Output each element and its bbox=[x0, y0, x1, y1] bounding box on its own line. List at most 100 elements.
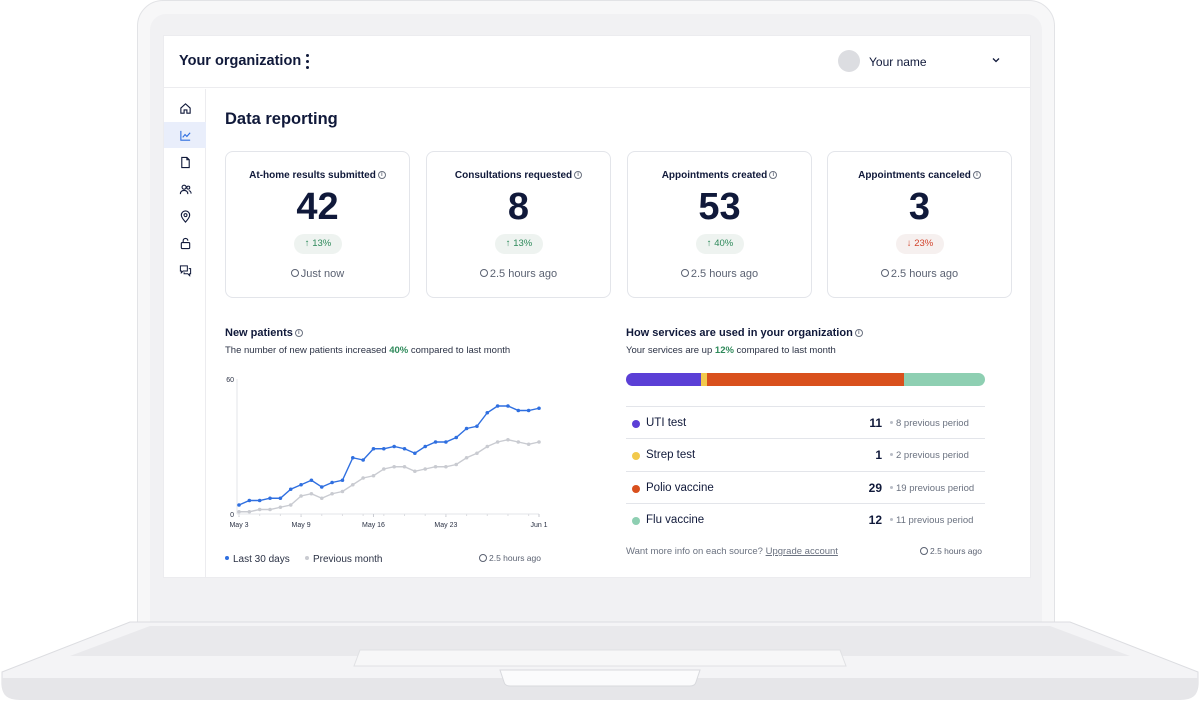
bar-segment-flu-vaccine bbox=[903, 373, 985, 386]
data-point-last-30-days bbox=[526, 408, 531, 413]
stat-time: 2.5 hours ago bbox=[890, 268, 959, 280]
home-icon bbox=[179, 102, 191, 114]
info-icon[interactable]: i bbox=[377, 171, 386, 180]
service-color-dot bbox=[632, 452, 640, 460]
data-point-last-30-days bbox=[247, 498, 252, 503]
separator-dot bbox=[890, 518, 893, 521]
data-point-previous-month bbox=[278, 505, 283, 510]
stat-value: 42 bbox=[296, 186, 339, 228]
user-menu[interactable]: Your name bbox=[838, 50, 1008, 74]
series-line-last-30-days bbox=[238, 405, 540, 506]
data-point-previous-month bbox=[516, 440, 521, 444]
bar-segment-strep-test bbox=[700, 373, 708, 386]
service-row-polio: Polio vaccine 29 19 previous period bbox=[626, 471, 985, 503]
data-point-last-30-days bbox=[299, 482, 303, 487]
sidebar-item-documents[interactable] bbox=[164, 149, 206, 175]
stat-value: 53 bbox=[698, 186, 741, 228]
clock-icon bbox=[920, 546, 928, 555]
data-point-previous-month bbox=[444, 464, 448, 469]
services-updated: 2.5 hours ago bbox=[930, 546, 982, 556]
data-point-previous-month bbox=[319, 496, 324, 501]
stat-card-appointments-canceled: Appointments canceled i 3 ↓ 23% 2.5 hours… bbox=[827, 151, 1012, 298]
data-point-last-30-days bbox=[361, 458, 365, 462]
stat-change-badge: ↓ 23% bbox=[896, 234, 944, 254]
sidebar-item-locations[interactable] bbox=[164, 203, 206, 229]
data-point-previous-month bbox=[402, 464, 407, 469]
x-tick-label: May 9 bbox=[292, 522, 311, 529]
bar-segment-polio-vaccine bbox=[707, 373, 904, 386]
data-point-previous-month bbox=[392, 464, 396, 469]
stat-change: 13% bbox=[513, 238, 533, 249]
data-point-previous-month bbox=[288, 503, 293, 507]
y-tick-label: 60 bbox=[226, 377, 234, 384]
document-icon bbox=[180, 156, 190, 168]
data-point-previous-month bbox=[423, 467, 428, 471]
service-previous: 8 previous period bbox=[896, 418, 969, 429]
upgrade-account-link[interactable]: Upgrade account bbox=[765, 546, 838, 557]
separator-dot bbox=[890, 421, 893, 424]
info-icon[interactable]: i bbox=[854, 329, 863, 338]
sidebar-item-users[interactable] bbox=[164, 176, 206, 202]
app-screen: Your organization Your name bbox=[163, 35, 1031, 578]
info-icon[interactable]: i bbox=[294, 329, 303, 338]
data-point-last-30-days bbox=[237, 503, 241, 507]
clock-icon bbox=[680, 269, 689, 278]
x-tick-label: Jun 1 bbox=[530, 522, 547, 529]
users-icon bbox=[179, 184, 192, 194]
service-count: 1 bbox=[875, 448, 882, 462]
legend-current: Last 30 days bbox=[225, 554, 290, 565]
data-point-last-30-days bbox=[506, 404, 510, 408]
clock-icon bbox=[290, 269, 299, 278]
user-name: Your name bbox=[869, 55, 927, 69]
data-point-last-30-days bbox=[319, 485, 324, 489]
kebab-menu-icon[interactable] bbox=[302, 53, 312, 71]
sidebar-item-reporting[interactable] bbox=[164, 122, 206, 148]
stat-card-consultations: Consultations requested i 8 ↑ 13% 2.5 hou… bbox=[426, 151, 611, 298]
sidebar-item-home[interactable] bbox=[164, 95, 206, 121]
data-point-last-30-days bbox=[444, 440, 448, 444]
data-point-previous-month bbox=[237, 509, 241, 514]
separator-dot bbox=[890, 486, 893, 489]
data-point-previous-month bbox=[299, 494, 303, 498]
info-icon[interactable]: i bbox=[574, 171, 583, 180]
data-point-previous-month bbox=[526, 442, 531, 447]
data-point-last-30-days bbox=[433, 440, 438, 444]
data-point-last-30-days bbox=[537, 406, 541, 411]
data-point-previous-month bbox=[413, 469, 417, 474]
info-icon[interactable]: i bbox=[769, 171, 778, 180]
services-title: How services are used in your organizati… bbox=[626, 327, 853, 339]
data-point-last-30-days bbox=[350, 455, 355, 460]
stat-value: 3 bbox=[908, 186, 931, 228]
new-patients-chart: 0 60 May 3 May 9 May 16 May 23 Jun 1 bbox=[225, 369, 550, 539]
service-row-strep: Strep test 1 2 previous period bbox=[626, 438, 985, 470]
sidebar-item-messages[interactable] bbox=[164, 257, 206, 283]
chart-icon bbox=[179, 130, 191, 141]
sidebar bbox=[164, 89, 206, 577]
location-icon bbox=[180, 209, 190, 223]
data-point-last-30-days bbox=[413, 451, 417, 456]
data-point-previous-month bbox=[371, 473, 376, 478]
stat-time: Just now bbox=[300, 268, 345, 280]
stat-label: Appointments created bbox=[661, 170, 768, 181]
data-point-previous-month bbox=[247, 509, 252, 514]
data-point-last-30-days bbox=[454, 435, 459, 440]
info-icon[interactable]: i bbox=[972, 171, 981, 180]
data-point-previous-month bbox=[537, 440, 541, 444]
data-point-last-30-days bbox=[485, 410, 490, 415]
data-point-last-30-days bbox=[340, 478, 345, 483]
stat-value: 8 bbox=[507, 186, 530, 228]
stat-change-badge: ↑ 13% bbox=[495, 234, 543, 254]
service-name: Polio vaccine bbox=[646, 482, 714, 494]
service-name: Flu vaccine bbox=[646, 514, 705, 526]
data-point-last-30-days bbox=[402, 446, 407, 451]
sidebar-item-security[interactable] bbox=[164, 230, 206, 256]
data-point-previous-month bbox=[382, 467, 386, 471]
legend-dot bbox=[225, 556, 229, 561]
service-row-uti: UTI test 11 8 previous period bbox=[626, 406, 985, 438]
data-point-last-30-days bbox=[288, 487, 293, 492]
stat-label: Appointments canceled bbox=[858, 170, 971, 181]
service-name: Strep test bbox=[646, 449, 696, 461]
data-point-last-30-days bbox=[392, 444, 396, 449]
data-point-last-30-days bbox=[516, 408, 521, 413]
data-point-last-30-days bbox=[257, 498, 262, 503]
